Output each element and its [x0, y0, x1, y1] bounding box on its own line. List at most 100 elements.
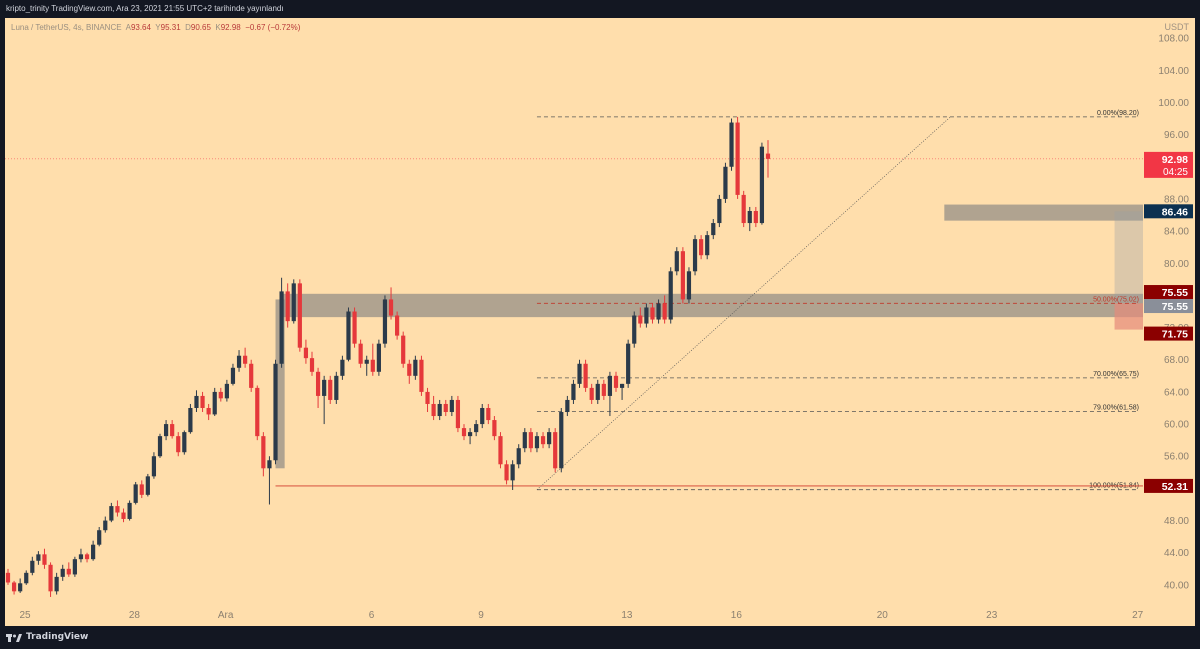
candles [5, 116, 771, 597]
candle [382, 295, 388, 348]
candle [540, 432, 546, 449]
candle-body [151, 456, 157, 477]
tradingview-logo-icon [6, 633, 22, 642]
candle-body [267, 460, 272, 469]
price-label-value: 75.55 [1162, 301, 1188, 313]
candle-body [24, 572, 29, 584]
price-chart[interactable]: 0.00%(98.20) 50.00%(75.02) 70.00%(65.75) 79… [5, 18, 1195, 626]
candle-body [577, 363, 582, 384]
candle [705, 231, 710, 260]
candle [711, 219, 716, 240]
candle [583, 359, 588, 392]
candle-body [759, 146, 765, 224]
candle [352, 307, 357, 348]
candle-body [370, 359, 375, 372]
time-tick-label: 6 [369, 610, 375, 621]
time-tick-label: 25 [19, 610, 31, 621]
candle-body [419, 359, 424, 392]
candle-body [11, 582, 17, 592]
candle [498, 432, 503, 469]
candle-body [510, 464, 515, 481]
candle [632, 311, 637, 348]
candle [24, 570, 29, 585]
candle-body [571, 383, 576, 400]
candle-body [443, 403, 448, 413]
candle [340, 355, 345, 380]
candle-body [486, 407, 491, 421]
candle-body [5, 572, 11, 583]
candle [60, 564, 65, 581]
candle [157, 433, 163, 458]
candle-body [723, 166, 728, 199]
price-label-value: 71.75 [1162, 329, 1188, 341]
price-tick-label: 84.00 [1164, 227, 1189, 238]
candle-body [619, 383, 625, 388]
candle [686, 267, 692, 304]
candle-body [212, 391, 217, 415]
candle-body [528, 432, 533, 449]
candle [504, 460, 509, 485]
candle [121, 508, 126, 523]
candle-body [364, 359, 369, 364]
candle [626, 339, 631, 388]
candle [522, 428, 527, 453]
candle [309, 351, 315, 376]
candle [692, 235, 698, 276]
candle [72, 556, 77, 577]
candle-body [644, 307, 649, 324]
candle-body [449, 399, 454, 413]
fib-levels: 0.00%(98.20) 50.00%(75.02) 70.00%(65.75) 79… [536, 110, 1139, 491]
candle-body [680, 251, 685, 300]
candle-body [461, 428, 467, 437]
candle [565, 395, 570, 417]
price-label-value: 52.31 [1162, 481, 1188, 493]
candle-body [583, 363, 588, 388]
candle [413, 355, 418, 380]
candle-body [650, 307, 655, 320]
candle [619, 383, 625, 400]
candle-body [522, 432, 527, 449]
candle [486, 403, 491, 425]
candle [279, 277, 284, 368]
candle-body [504, 464, 509, 481]
candle-body [261, 436, 266, 469]
candle-body [382, 299, 388, 344]
candle-body [279, 291, 284, 364]
candle-body [553, 432, 558, 469]
candle [261, 432, 266, 477]
support-resistance-zone [944, 204, 1143, 221]
time-tick-label: 13 [621, 610, 633, 621]
candle [516, 444, 521, 469]
candle [151, 452, 157, 479]
symbol-legend: Luna / TetherUS, 4s, BINANCE A93.64 Y95.… [11, 23, 300, 32]
candle-body [589, 387, 594, 400]
candle-body [243, 355, 248, 364]
candle-body [218, 391, 223, 399]
tradingview-brand[interactable]: TradingView [6, 626, 88, 649]
support-resistance-zone [281, 293, 1144, 318]
candle-body [559, 412, 564, 469]
chart-area[interactable]: 0.00%(98.20) 50.00%(75.02) 70.00%(65.75) 79… [5, 18, 1195, 626]
candle-body [309, 358, 315, 372]
candle [11, 580, 17, 595]
candle-body [285, 291, 290, 322]
candle [419, 355, 424, 396]
symbol-name[interactable]: Luna / TetherUS, 4s, BINANCE [11, 23, 122, 32]
price-axis-background [1143, 18, 1195, 626]
brand-name: TradingView [26, 632, 89, 642]
candle-body [474, 424, 479, 433]
candle [212, 387, 217, 417]
candle-body [346, 311, 351, 360]
candle-body [60, 568, 65, 577]
candle-body [668, 271, 673, 320]
time-tick-label: 20 [877, 610, 889, 621]
candle-body [425, 391, 430, 404]
candle [559, 407, 564, 473]
candle-body [467, 432, 473, 437]
candle [84, 552, 90, 563]
price-tick-label: 48.00 [1164, 516, 1189, 527]
candle [571, 379, 576, 404]
candle-body [413, 359, 418, 376]
price-label-box [1144, 326, 1193, 341]
candle [194, 390, 199, 413]
